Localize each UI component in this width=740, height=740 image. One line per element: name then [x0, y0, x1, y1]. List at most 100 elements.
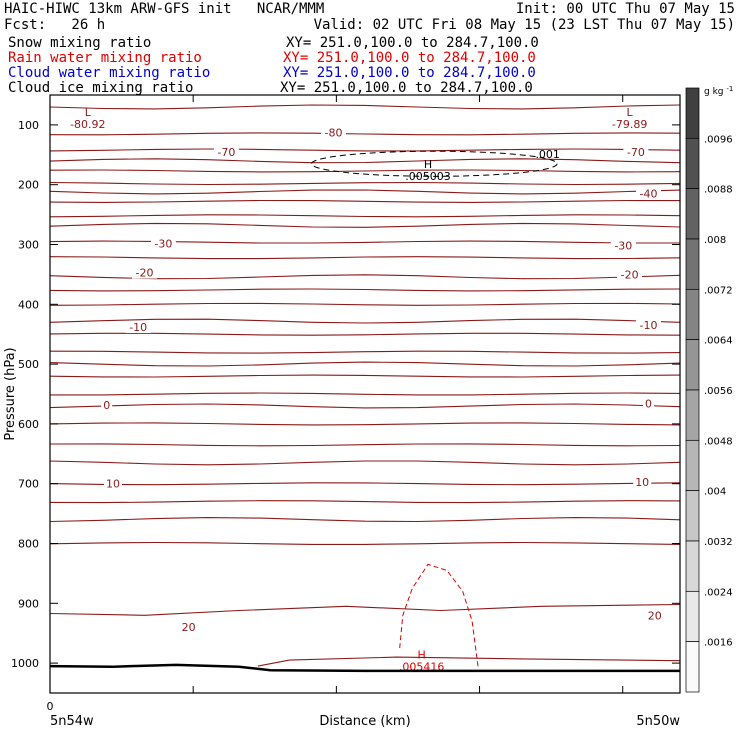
contour-label-bg [610, 239, 636, 252]
colorbar-label: .008 [704, 235, 726, 246]
temperature-contour [49, 222, 681, 228]
temperature-contour [49, 374, 681, 378]
colorbar-unit-exponent: -1 [726, 85, 733, 93]
y-tick-label: 200 [18, 179, 39, 192]
colorbar-swatch [685, 87, 700, 139]
contour-label: -70 [217, 146, 235, 159]
temperature-contour [49, 214, 681, 218]
temperature-contour [49, 361, 681, 367]
colorbar-label: .0056 [704, 386, 733, 397]
x-left-location-label: 5n54w [50, 714, 94, 729]
y-tick-label: 700 [18, 478, 39, 491]
colorbar-swatch [685, 439, 700, 492]
y-tick-label: 300 [18, 239, 39, 252]
contour-label: -70 [627, 146, 645, 159]
temperature-contour [49, 332, 681, 336]
temperature-contour [49, 181, 681, 186]
contour-label-bg [636, 319, 661, 332]
colorbar-label: .0032 [704, 537, 733, 548]
colorbar-swatch [685, 389, 700, 441]
field-snow-name: Snow mixing ratio [8, 35, 152, 51]
temperature-contour [49, 443, 681, 447]
contour-label: -40 [640, 188, 658, 201]
temperature-contour [49, 288, 681, 292]
colorbar-label: .0048 [704, 436, 733, 447]
contour-label-bg [623, 145, 649, 158]
y-axis-title: Pressure (hPa) [3, 347, 18, 440]
colorbar-label: .0024 [704, 587, 733, 598]
colorbar-swatch [685, 590, 700, 643]
field-cloudice-name: Cloud ice mixing ratio [8, 80, 194, 96]
contour-label-bg [617, 268, 643, 281]
temperature-contour [257, 656, 681, 667]
contour-label-bg [104, 477, 122, 490]
y-tick-label: 100 [18, 119, 39, 132]
temperature-contour [49, 132, 681, 136]
y-tick-label: 1000 [11, 657, 39, 670]
extremum-mark: L [627, 106, 634, 119]
temperature-contour [49, 541, 681, 545]
temperature-contour [50, 392, 681, 396]
extremum-mark: H [418, 648, 426, 661]
colorbar-label: .0016 [704, 638, 733, 649]
contour-label: -80 [325, 127, 343, 140]
colorbar-swatch [685, 540, 700, 592]
contour-label: 10 [106, 478, 120, 491]
colorbar-swatch [685, 288, 700, 341]
field-rain-xy: XY= 251.0,100.0 to 284.7,100.0 [283, 50, 536, 66]
temperature-contour [49, 318, 681, 324]
cloud-ice-contour-label: .001 [535, 148, 560, 161]
header-title: HAIC-HIWC 13km ARW-GFS init NCAR/MMM [4, 1, 325, 17]
contour-label: 20 [648, 609, 662, 622]
contour-label-bg [321, 126, 346, 139]
x-tick-zero-label: 0 [47, 700, 54, 713]
x-right-location-label: 5n50w [636, 714, 680, 729]
field-cloudwater-xy: XY= 251.0,100.0 to 284.7,100.0 [283, 65, 536, 81]
colorbar-swatch [685, 188, 700, 240]
field-cloudwater-name: Cloud water mixing ratio [8, 65, 211, 81]
temperature-contour [49, 189, 681, 195]
contour-label-bg [643, 397, 654, 410]
contour-label: -20 [621, 268, 639, 281]
extremum-mark: L [85, 106, 92, 119]
colorbar-swatch [685, 490, 700, 542]
header-valid-time: Valid: 02 UTC Fri 08 May 15 (23 LST Thu … [313, 17, 735, 33]
contour-label: 20 [182, 621, 196, 634]
colorbar-label: .0088 [704, 185, 733, 196]
temperature-contour [49, 460, 681, 466]
contour-label: 0 [645, 398, 652, 411]
cloud-ice-contour [310, 150, 558, 177]
temperature-contour [49, 199, 681, 203]
x-axis-title: Distance (km) [319, 714, 410, 729]
y-tick-label: 800 [18, 538, 39, 551]
colorbar-label: .0064 [704, 336, 733, 347]
temperature-contour [49, 158, 681, 164]
extremum-value: -79.89 [612, 118, 647, 131]
temperature-contour [49, 350, 681, 354]
temperature-contour [49, 403, 681, 409]
contour-label-bg [179, 621, 198, 634]
y-tick-label: 400 [18, 298, 39, 311]
contour-label-bg [636, 187, 661, 200]
field-cloudice-xy: XY= 251.0,100.0 to 284.7,100.0 [280, 80, 533, 96]
header-init-time: Init: 00 UTC Thu 07 May 15 [515, 1, 735, 17]
extremum-mark: H [424, 158, 432, 171]
temperature-contour [49, 256, 681, 260]
colorbar-label: .0072 [704, 285, 733, 296]
contour-label: -10 [129, 321, 147, 334]
contour-label-bg [132, 266, 157, 279]
ground-surface-line [49, 663, 680, 673]
contour-label: -20 [136, 267, 154, 280]
contour-label-bg [150, 237, 176, 250]
y-tick-label: 900 [18, 597, 39, 610]
temperature-contour [49, 500, 681, 504]
extremum-value: -80.92 [70, 118, 105, 131]
temperature-contour [49, 603, 681, 616]
colorbar-swatch [685, 137, 700, 190]
contour-label: 10 [635, 476, 649, 489]
contour-label: -10 [640, 319, 658, 332]
contour-label-bg [213, 145, 239, 158]
colorbar-label: .0096 [704, 134, 733, 145]
colorbar-swatch [685, 339, 700, 391]
